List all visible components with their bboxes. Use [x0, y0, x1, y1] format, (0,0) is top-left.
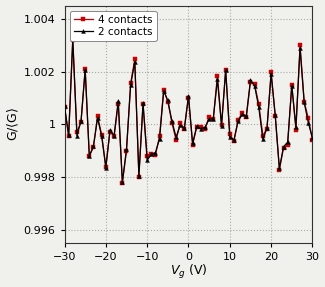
2 contacts [158, 137, 162, 140]
4 contacts [121, 181, 124, 184]
2 contacts [310, 136, 314, 140]
2 contacts [121, 181, 124, 184]
4 contacts [286, 143, 290, 146]
4 contacts [310, 138, 314, 142]
4 contacts [220, 123, 224, 127]
Legend: 4 contacts, 2 contacts: 4 contacts, 2 contacts [70, 11, 157, 41]
4 contacts [116, 102, 120, 105]
2 contacts [203, 125, 207, 129]
4 contacts [158, 134, 162, 138]
2 contacts [71, 38, 75, 41]
Y-axis label: G/$\langle$G$\rangle$: G/$\langle$G$\rangle$ [6, 107, 21, 141]
4 contacts [71, 38, 75, 41]
4 contacts [129, 82, 133, 85]
2 contacts [116, 99, 120, 102]
4 contacts [203, 127, 207, 131]
2 contacts [220, 124, 224, 127]
2 contacts [286, 141, 290, 144]
4 contacts [63, 105, 67, 108]
Line: 2 contacts: 2 contacts [63, 38, 314, 184]
2 contacts [63, 105, 67, 108]
Line: 4 contacts: 4 contacts [63, 38, 314, 184]
X-axis label: $V_g$ (V): $V_g$ (V) [170, 263, 207, 282]
2 contacts [129, 83, 133, 87]
